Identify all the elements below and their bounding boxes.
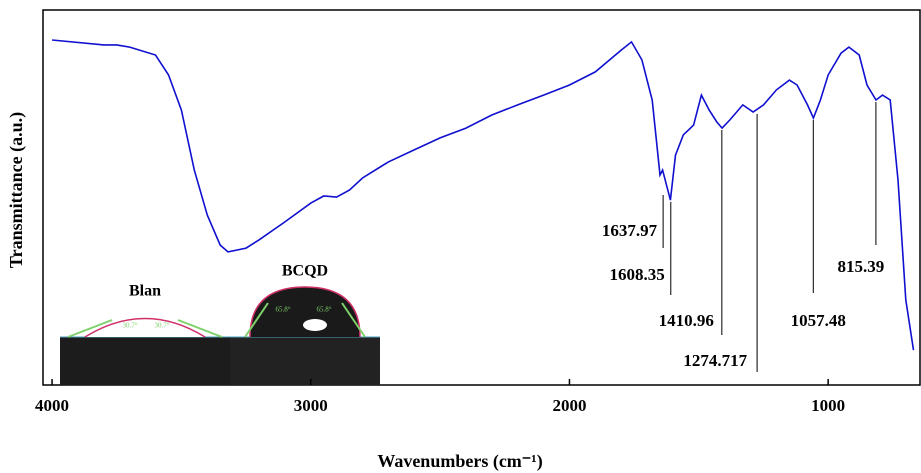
tangent bbox=[341, 302, 366, 338]
x-tick-label: 3000 bbox=[294, 396, 328, 415]
angle-label: 65.8° bbox=[275, 306, 290, 314]
tangent bbox=[244, 302, 269, 338]
annotation-label: 1410.96 bbox=[659, 311, 714, 330]
x-axis-title: Wavenumbers (cm⁻¹) bbox=[377, 451, 542, 472]
droplet bbox=[249, 286, 361, 338]
x-tick-label: 2000 bbox=[552, 396, 586, 415]
spectrum-line bbox=[52, 39, 915, 351]
inset-title: BCQD bbox=[282, 263, 328, 280]
y-axis-title: Transmittance (a.u.) bbox=[6, 112, 27, 268]
annotation-label: 1608.35 bbox=[610, 265, 665, 284]
inset-title: Blan bbox=[129, 283, 161, 300]
plot-frame bbox=[42, 9, 921, 386]
tangent bbox=[67, 319, 113, 338]
annotation-label: 1274.717 bbox=[683, 351, 747, 370]
photo-panel bbox=[230, 337, 380, 385]
x-tick-label: 1000 bbox=[811, 396, 845, 415]
highlight bbox=[303, 319, 327, 331]
angle-label: 30.7° bbox=[154, 322, 169, 330]
angle-label: 65.8° bbox=[316, 306, 331, 314]
droplet bbox=[84, 317, 206, 338]
annotation-label: 815.39 bbox=[838, 257, 885, 276]
tangent bbox=[177, 319, 223, 338]
photo-panel bbox=[60, 337, 230, 385]
angle-label: 30.7° bbox=[122, 322, 137, 330]
annotation-label: 1637.97 bbox=[602, 221, 658, 240]
x-tick-label: 4000 bbox=[35, 396, 69, 415]
annotation-label: 1057.48 bbox=[791, 311, 846, 330]
inset-photo bbox=[60, 286, 380, 385]
